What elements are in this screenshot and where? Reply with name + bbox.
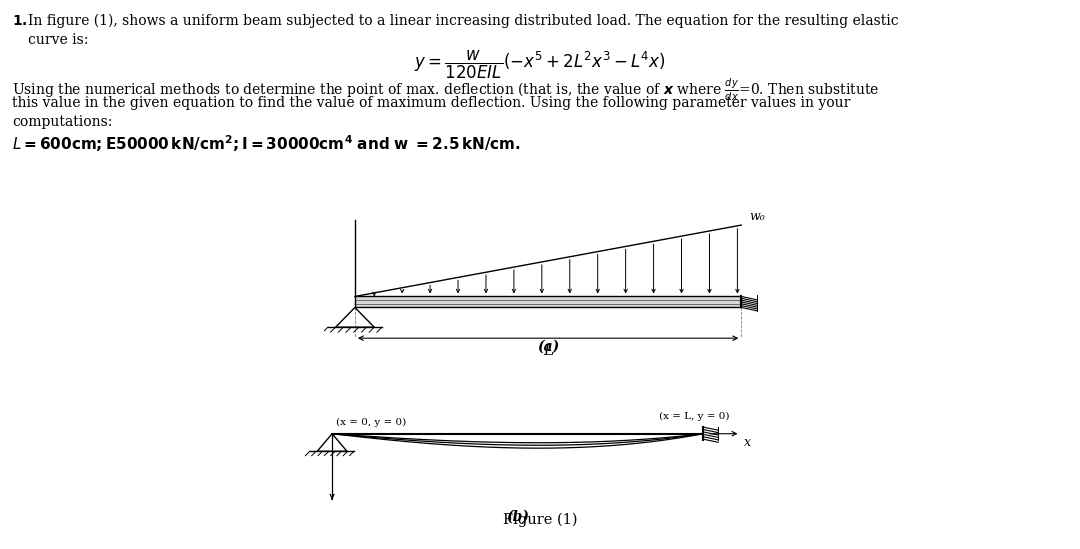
Text: (a): (a) — [537, 339, 559, 354]
Text: (x = L, y = 0): (x = L, y = 0) — [659, 411, 729, 421]
Text: Figure (1): Figure (1) — [503, 513, 577, 527]
Text: computations:: computations: — [12, 115, 112, 129]
Text: Using the numerical methods to determine the point of max. deflection (that is, : Using the numerical methods to determine… — [12, 77, 879, 103]
Text: (x = 0, y = 0): (x = 0, y = 0) — [336, 418, 406, 427]
Text: L: L — [543, 344, 553, 358]
Text: x: x — [744, 436, 752, 449]
Polygon shape — [355, 296, 741, 307]
Text: curve is:: curve is: — [28, 33, 89, 47]
Text: $\mathbf{1.}$: $\mathbf{1.}$ — [12, 14, 27, 28]
Text: In figure (1), shows a uniform beam subjected to a linear increasing distributed: In figure (1), shows a uniform beam subj… — [28, 14, 899, 29]
Text: $\mathit{L}$$\mathbf{=600cm; E50000\,kN/cm^2; I=30000cm^4\ and\ w\ =2.5\,kN/cm.}: $\mathit{L}$$\mathbf{=600cm; E50000\,kN/… — [12, 133, 521, 154]
Text: (b): (b) — [507, 509, 529, 524]
Text: w₀: w₀ — [748, 210, 765, 223]
Text: this value in the given equation to find the value of maximum deflection. Using : this value in the given equation to find… — [12, 96, 850, 110]
Text: $y = \dfrac{w}{120EIL}\left(-x^5+2L^2x^3-L^4x\right)$: $y = \dfrac{w}{120EIL}\left(-x^5+2L^2x^3… — [414, 49, 666, 81]
